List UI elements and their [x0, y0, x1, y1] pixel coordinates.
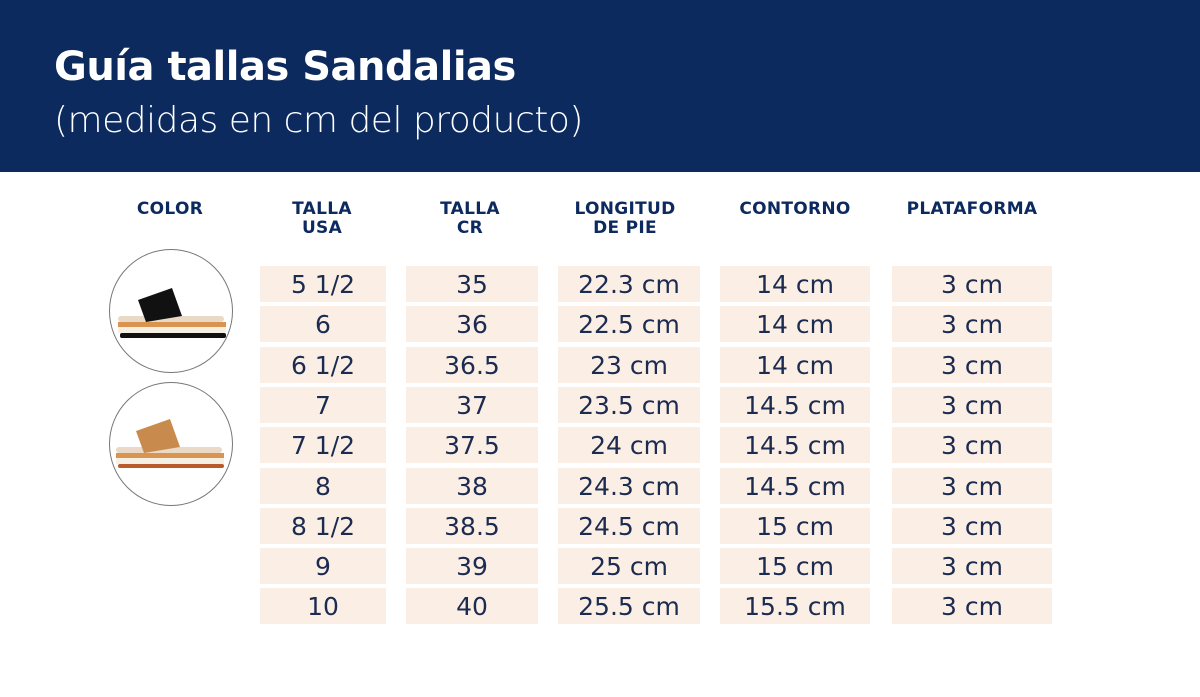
cell-contorno: 15 cm	[720, 507, 870, 544]
cell-talla-usa: 5 1/2	[260, 266, 386, 302]
cell-contorno: 14.5 cm	[720, 427, 870, 464]
cell-contorno: 14 cm	[720, 306, 870, 343]
cell-plataforma: 3 cm	[892, 467, 1052, 504]
cell-contorno: 15.5 cm	[720, 588, 870, 625]
cell-talla-usa: 7 1/2	[260, 427, 386, 464]
header-contorno: CONTORNO	[739, 199, 851, 219]
page-subtitle: (medidas en cm del producto)	[54, 100, 583, 141]
header-talla-cr: TALLA CR	[440, 199, 500, 238]
cell-talla-cr: 36.5	[406, 346, 538, 383]
cell-contorno: 14 cm	[720, 346, 870, 383]
cell-contorno: 14.5 cm	[720, 467, 870, 504]
cell-longitud: 24 cm	[558, 427, 700, 464]
cell-longitud: 24.5 cm	[558, 507, 700, 544]
header-longitud: LONGITUD DE PIE	[574, 199, 676, 238]
cell-talla-usa: 6 1/2	[260, 346, 386, 383]
cell-talla-usa: 9	[260, 548, 386, 585]
cell-plataforma: 3 cm	[892, 386, 1052, 423]
cell-talla-cr: 39	[406, 548, 538, 585]
page-title: Guía tallas Sandalias	[54, 44, 516, 90]
cell-talla-cr: 37	[406, 386, 538, 423]
cell-plataforma: 3 cm	[892, 507, 1052, 544]
header-color: COLOR	[136, 199, 204, 219]
cell-longitud: 25.5 cm	[558, 588, 700, 625]
cell-longitud: 22.3 cm	[558, 266, 700, 302]
cell-contorno: 14.5 cm	[720, 386, 870, 423]
header-band: Guía tallas Sandalias (medidas en cm del…	[0, 0, 1200, 172]
cell-talla-usa: 8 1/2	[260, 507, 386, 544]
cell-longitud: 24.3 cm	[558, 467, 700, 504]
header-talla-usa: TALLA USA	[292, 199, 352, 238]
cell-talla-cr: 38	[406, 467, 538, 504]
cell-plataforma: 3 cm	[892, 306, 1052, 343]
cell-talla-usa: 8	[260, 467, 386, 504]
cell-talla-cr: 36	[406, 306, 538, 343]
cell-talla-cr: 38.5	[406, 507, 538, 544]
cell-plataforma: 3 cm	[892, 427, 1052, 464]
cell-plataforma: 3 cm	[892, 266, 1052, 302]
cell-talla-usa: 6	[260, 306, 386, 343]
header-plataforma: PLATAFORMA	[906, 199, 1038, 219]
cell-plataforma: 3 cm	[892, 346, 1052, 383]
cell-plataforma: 3 cm	[892, 588, 1052, 625]
cell-talla-cr: 40	[406, 588, 538, 625]
black-sandal-image	[109, 249, 233, 373]
cell-longitud: 25 cm	[558, 548, 700, 585]
cell-talla-usa: 7	[260, 386, 386, 423]
cell-plataforma: 3 cm	[892, 548, 1052, 585]
cell-talla-cr: 35	[406, 266, 538, 302]
cell-longitud: 23.5 cm	[558, 386, 700, 423]
cell-contorno: 15 cm	[720, 548, 870, 585]
cell-talla-usa: 10	[260, 588, 386, 625]
cell-longitud: 23 cm	[558, 346, 700, 383]
cell-longitud: 22.5 cm	[558, 306, 700, 343]
cell-talla-cr: 37.5	[406, 427, 538, 464]
cell-contorno: 14 cm	[720, 266, 870, 302]
tan-sandal-image	[109, 382, 233, 506]
